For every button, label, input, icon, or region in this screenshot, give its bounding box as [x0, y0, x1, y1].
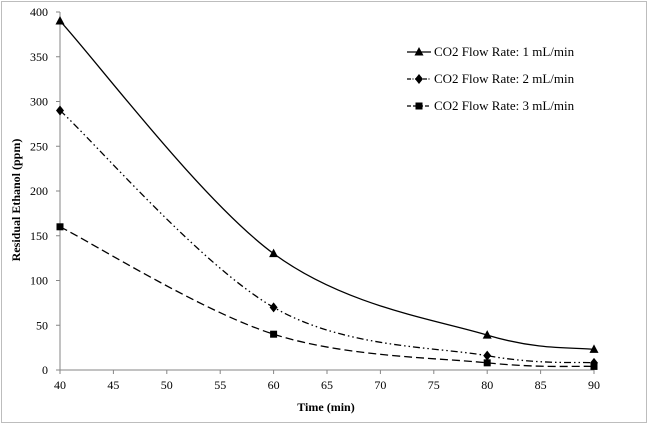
legend-item: CO2 Flow Rate: 1 mL/min [434, 44, 575, 59]
legend-marker [415, 74, 423, 84]
series-line [59, 226, 595, 368]
legend-item: CO2 Flow Rate: 3 mL/min [434, 98, 575, 113]
legend-item: CO2 Flow Rate: 2 mL/min [434, 71, 575, 86]
data-point [482, 330, 492, 339]
x-tick-label: 70 [374, 378, 386, 392]
series-line [59, 20, 595, 351]
data-point [483, 350, 492, 361]
y-tick-label: 50 [36, 318, 48, 332]
x-tick-label: 65 [321, 378, 333, 392]
x-tick-label: 50 [161, 378, 173, 392]
y-tick-label: 300 [30, 95, 48, 109]
x-tick-label: 60 [268, 378, 280, 392]
y-tick-label: 250 [30, 139, 48, 153]
x-tick-label: 90 [588, 378, 600, 392]
data-point [56, 223, 64, 231]
legend-marker [414, 47, 424, 56]
series-3 [56, 223, 598, 370]
data-point [56, 105, 64, 116]
data-point [590, 362, 598, 370]
y-tick-label: 100 [30, 274, 48, 288]
y-tick-label: 150 [30, 229, 48, 243]
data-point [589, 344, 599, 353]
y-tick-label: 200 [30, 184, 48, 198]
series-2 [56, 105, 598, 368]
x-tick-label: 45 [107, 378, 119, 392]
data-point [269, 248, 279, 258]
x-axis-label: Time (min) [297, 400, 354, 414]
data-point [483, 359, 491, 367]
legend-marker [415, 102, 423, 110]
x-tick-label: 75 [428, 378, 440, 392]
axes [59, 12, 594, 371]
series-line [59, 109, 595, 364]
x-tick-label: 85 [535, 378, 547, 392]
y-ticks: 0 50 100 150 200 250 300 350 400 [30, 5, 60, 377]
y-tick-label: 400 [30, 5, 48, 19]
y-tick-label: 0 [42, 363, 48, 377]
data-point [270, 330, 278, 338]
x-tick-label: 40 [54, 378, 66, 392]
y-axis-label: Residual Ethanol (ppm) [9, 139, 23, 262]
y-tick-label: 350 [30, 50, 48, 64]
series-1 [55, 15, 599, 353]
x-tick-label: 80 [481, 378, 493, 392]
data-point [269, 302, 278, 313]
legend: CO2 Flow Rate: 1 mL/min CO2 Flow Rate: 2 … [407, 44, 575, 113]
series-layer [55, 15, 599, 370]
x-ticks: 40 45 50 55 60 65 70 75 80 85 90 [54, 370, 600, 392]
data-point [55, 15, 65, 25]
x-tick-label: 55 [214, 378, 226, 392]
